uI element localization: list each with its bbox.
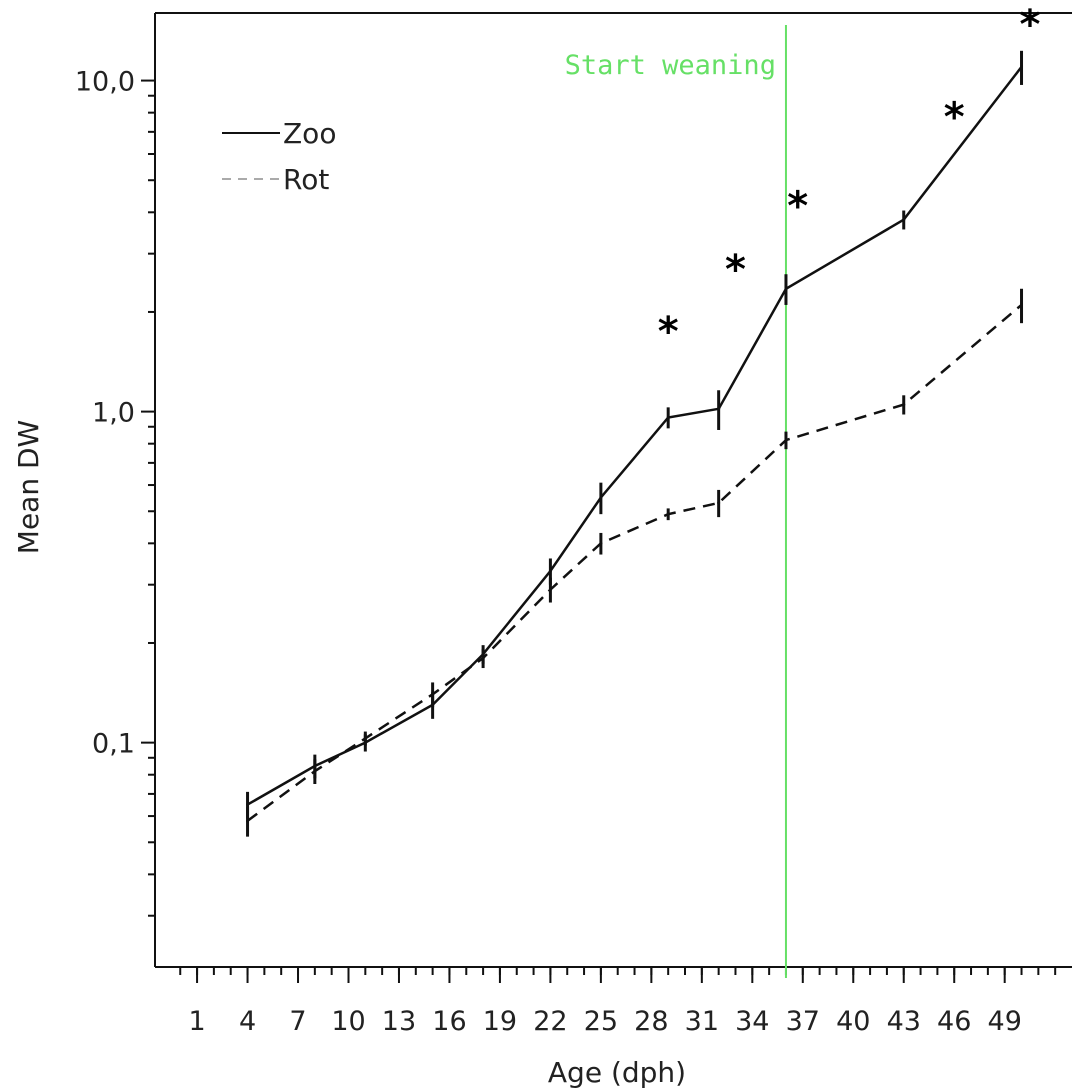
x-tick-label: 10	[331, 1006, 365, 1037]
significance-star: *	[1019, 2, 1040, 48]
y-tick-label: 1,0	[92, 398, 135, 429]
x-tick-label: 28	[634, 1006, 668, 1037]
y-tick-label: 0,1	[92, 729, 135, 760]
significance-star: *	[658, 309, 679, 355]
legend-label: Rot	[283, 163, 329, 196]
data-point	[902, 218, 905, 221]
y-axis-title: Mean DW	[12, 420, 45, 554]
data-point	[431, 693, 434, 696]
x-tick-label: 19	[483, 1006, 517, 1037]
x-tick-label: 4	[239, 1006, 256, 1037]
series-zoo	[246, 51, 1023, 819]
data-point	[1020, 303, 1023, 306]
x-tick-label: 7	[289, 1006, 306, 1037]
x-tick-label: 1	[188, 1006, 205, 1037]
data-point	[784, 439, 787, 442]
data-point	[902, 403, 905, 406]
series-rot	[246, 289, 1023, 837]
x-tick-label: 46	[937, 1006, 971, 1037]
data-point	[667, 513, 670, 516]
data-point	[717, 501, 720, 504]
x-axis: 1 4 7 10 13 16 19 22 25 28 31 34 37 40 43 46 49	[180, 967, 1055, 1037]
significance-star: *	[725, 247, 746, 293]
weaning-label: Start weaning	[565, 50, 776, 81]
data-point	[599, 496, 602, 499]
x-tick-label: 34	[735, 1006, 769, 1037]
x-tick-label: 31	[685, 1006, 719, 1037]
x-tick-label: 13	[382, 1006, 416, 1037]
data-point	[549, 569, 552, 572]
x-tick-label: 25	[584, 1006, 618, 1037]
data-point	[667, 416, 670, 419]
data-point	[549, 588, 552, 591]
data-point	[784, 287, 787, 290]
significance-star: *	[944, 94, 965, 140]
x-tick-label: 49	[988, 1006, 1022, 1037]
y-tick-label: 10,0	[75, 67, 135, 98]
legend-label: Zoo	[283, 117, 336, 150]
series-layer	[246, 51, 1023, 837]
x-tick-label: 43	[887, 1006, 921, 1037]
data-point	[246, 819, 249, 822]
y-axis: 0,1 1,0 10,0	[75, 67, 155, 916]
series-line	[248, 67, 1022, 805]
x-tick-label: 37	[786, 1006, 820, 1037]
plot-frame	[155, 13, 1072, 967]
legend: Zoo Rot	[222, 117, 336, 196]
data-point	[599, 542, 602, 545]
significance-star: *	[787, 183, 808, 229]
x-tick-label: 16	[432, 1006, 466, 1037]
data-point	[364, 737, 367, 740]
data-point	[482, 657, 485, 660]
x-tick-label: 40	[836, 1006, 870, 1037]
data-point	[246, 803, 249, 806]
x-tick-label: 22	[533, 1006, 567, 1037]
data-point	[717, 407, 720, 410]
data-point	[313, 770, 316, 773]
x-axis-title: Age (dph)	[548, 1056, 686, 1089]
data-point	[1020, 65, 1023, 68]
